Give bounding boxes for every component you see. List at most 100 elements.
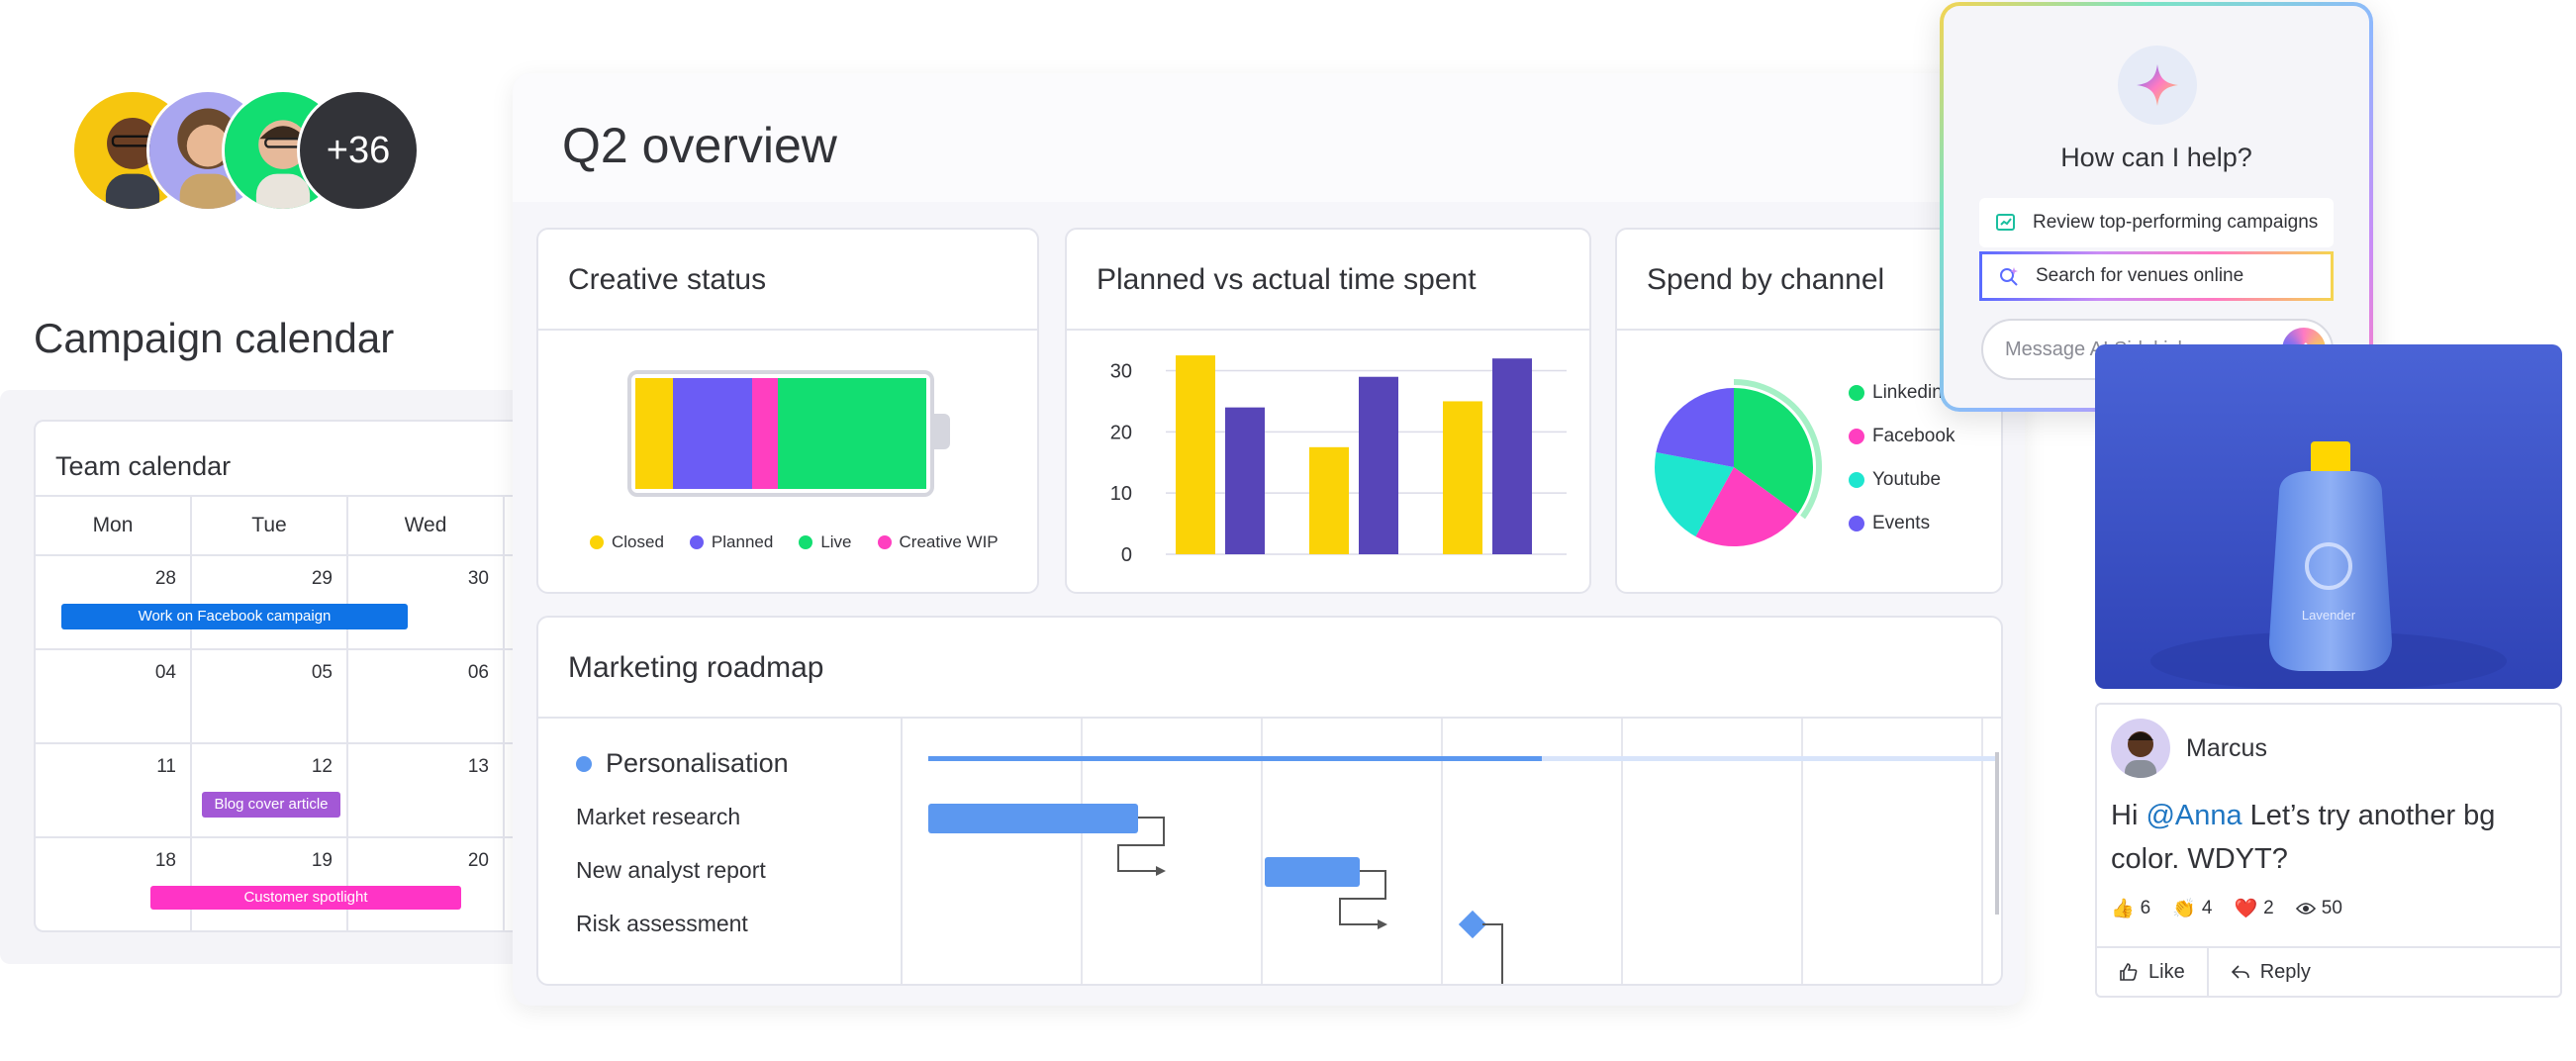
arrow-head bbox=[1156, 866, 1166, 876]
gantt-gridline bbox=[1801, 719, 1803, 984]
product-image[interactable]: Lavender bbox=[2095, 344, 2562, 689]
legend-label: Creative WIP bbox=[899, 532, 999, 551]
creative-status-widget[interactable]: Creative status Closed Planned Live Crea… bbox=[536, 228, 1039, 594]
marketing-roadmap-widget[interactable]: Marketing roadmap Personalisation Market… bbox=[536, 616, 2003, 986]
search-sparkle-icon bbox=[2000, 267, 2018, 286]
reply-label: Reply bbox=[2259, 960, 2311, 983]
bar-series-2-group-2 bbox=[1359, 376, 1398, 554]
clap-icon: 👏 bbox=[2172, 899, 2196, 919]
legend-item: Linkedin bbox=[1849, 382, 1955, 404]
comment-actions: Like Reply bbox=[2097, 946, 2560, 996]
reaction-thumbs-up[interactable]: 👍 6 bbox=[2111, 897, 2150, 920]
calendar-grid: 28 29 30 04 05 06 11 12 13 18 19 20 Work… bbox=[36, 556, 525, 930]
legend-dot bbox=[799, 535, 813, 549]
roadmap-group[interactable]: Personalisation bbox=[576, 748, 789, 779]
widget-title: Marketing roadmap bbox=[538, 618, 2001, 719]
legend-dot bbox=[1849, 429, 1864, 444]
creative-status-legend: Closed Planned Live Creative WIP bbox=[590, 532, 999, 552]
calendar-day-cell[interactable]: 18 bbox=[36, 838, 192, 930]
calendar-day-cell[interactable]: 30 bbox=[348, 556, 505, 648]
legend-dot bbox=[1849, 385, 1864, 401]
gantt-bar-analyst-report bbox=[1265, 857, 1360, 887]
calendar-day-cell[interactable]: 20 bbox=[348, 838, 505, 930]
y-tick-label: 10 bbox=[1110, 483, 1132, 505]
battery-segment-creative-wip bbox=[751, 378, 779, 489]
date-number: 28 bbox=[154, 568, 176, 589]
dependency-arrow bbox=[1482, 923, 1503, 984]
product-brand-label: Lavender bbox=[2301, 608, 2356, 623]
legend-item: Events bbox=[1849, 513, 1955, 534]
calendar-event-blog-cover[interactable]: Blog cover article bbox=[202, 792, 340, 818]
roadmap-item[interactable]: Market research bbox=[576, 804, 741, 829]
calendar-event-facebook-campaign[interactable]: Work on Facebook campaign bbox=[61, 604, 408, 629]
legend-dot bbox=[590, 535, 604, 549]
suggestion-label: Review top-performing campaigns bbox=[2033, 212, 2319, 233]
calendar-day-cell[interactable]: 28 bbox=[36, 556, 192, 648]
comment-card: Marcus Hi @Anna Let’s try another bg col… bbox=[2095, 703, 2562, 998]
roadmap-item-list: Personalisation Market research New anal… bbox=[538, 719, 903, 984]
legend-item: Youtube bbox=[1849, 469, 1955, 491]
dependency-arrow bbox=[1339, 870, 1386, 925]
views-count: 50 bbox=[2321, 898, 2342, 918]
reaction-count: 6 bbox=[2140, 898, 2151, 918]
arrow-head bbox=[1378, 919, 1387, 929]
legend-label: Youtube bbox=[1872, 469, 1942, 490]
legend-label: Live bbox=[820, 532, 852, 551]
calendar-day-cell[interactable]: 05 bbox=[192, 650, 348, 742]
date-number: 05 bbox=[311, 662, 333, 683]
calendar-day-cell[interactable]: 19 bbox=[192, 838, 348, 930]
mention-link[interactable]: @Anna bbox=[2146, 800, 2242, 831]
avatar bbox=[2111, 719, 2170, 778]
spend-legend: Linkedin Facebook Youtube Events bbox=[1849, 382, 1955, 556]
y-tick-label: 0 bbox=[1121, 544, 1132, 566]
reaction-heart[interactable]: ❤️ 2 bbox=[2235, 897, 2274, 920]
date-number: 19 bbox=[311, 850, 333, 871]
gantt-gridline bbox=[1621, 719, 1623, 984]
battery-segment-live bbox=[778, 378, 926, 489]
suggestion-search-venues[interactable]: Search for venues online bbox=[1979, 251, 2334, 301]
bar-series-1-group-2 bbox=[1309, 446, 1349, 554]
roadmap-item[interactable]: Risk assessment bbox=[576, 911, 748, 936]
reaction-count: 2 bbox=[2263, 898, 2274, 918]
pie-slice-events bbox=[1656, 388, 1734, 467]
calendar-day-cell[interactable]: 04 bbox=[36, 650, 192, 742]
dependency-arrow bbox=[1117, 817, 1165, 872]
gantt-gridline bbox=[1081, 719, 1083, 984]
calendar-day-cell[interactable]: 12 bbox=[192, 744, 348, 836]
calendar-event-customer-spotlight[interactable]: Customer spotlight bbox=[150, 886, 461, 910]
reaction-clap[interactable]: 👏 4 bbox=[2172, 897, 2212, 920]
group-progress-fill bbox=[928, 756, 1542, 761]
date-number: 11 bbox=[156, 756, 176, 777]
legend-dot bbox=[877, 535, 892, 549]
roadmap-gantt bbox=[903, 719, 2001, 984]
legend-item: Planned bbox=[689, 532, 773, 552]
time-spent-widget[interactable]: Planned vs actual time spent 0 10 20 30 bbox=[1065, 228, 1591, 594]
calendar-day-cell[interactable]: 06 bbox=[348, 650, 505, 742]
time-spent-bar-chart: 0 10 20 30 bbox=[1110, 355, 1567, 566]
reply-button[interactable]: Reply bbox=[2209, 948, 2333, 996]
comment-author[interactable]: Marcus bbox=[2186, 734, 2267, 762]
like-button[interactable]: Like bbox=[2097, 948, 2209, 996]
date-number: 20 bbox=[467, 850, 489, 871]
legend-item: Live bbox=[799, 532, 852, 552]
dashboard-title: Q2 overview bbox=[562, 118, 837, 173]
pie-slice-facebook bbox=[1695, 467, 1798, 546]
comment-text: Hi @Anna Let’s try another bg color. WDY… bbox=[2111, 794, 2546, 881]
legend-label: Linkedin bbox=[1872, 382, 1943, 403]
battery-tip bbox=[934, 414, 950, 449]
calendar-week: 11 12 13 bbox=[36, 744, 525, 838]
calendar-day-cell[interactable]: 29 bbox=[192, 556, 348, 648]
spend-by-channel-widget[interactable]: Spend by channel Linkedin Facebook Youtu… bbox=[1615, 228, 2003, 594]
gantt-gridline bbox=[1441, 719, 1443, 984]
legend-dot bbox=[1849, 516, 1864, 531]
gantt-gridline bbox=[1981, 719, 1983, 984]
bar-series-2-group-1 bbox=[1225, 407, 1265, 554]
campaign-calendar-title: Campaign calendar bbox=[34, 315, 395, 361]
calendar-day-cell[interactable]: 11 bbox=[36, 744, 192, 836]
date-number: 18 bbox=[154, 850, 176, 871]
day-label: Tue bbox=[192, 497, 348, 554]
suggestion-review-campaigns[interactable]: Review top-performing campaigns bbox=[1979, 198, 2334, 247]
avatar-more-count[interactable]: +36 bbox=[297, 89, 420, 212]
roadmap-item[interactable]: New analyst report bbox=[576, 857, 766, 883]
calendar-day-cell[interactable]: 13 bbox=[348, 744, 505, 836]
